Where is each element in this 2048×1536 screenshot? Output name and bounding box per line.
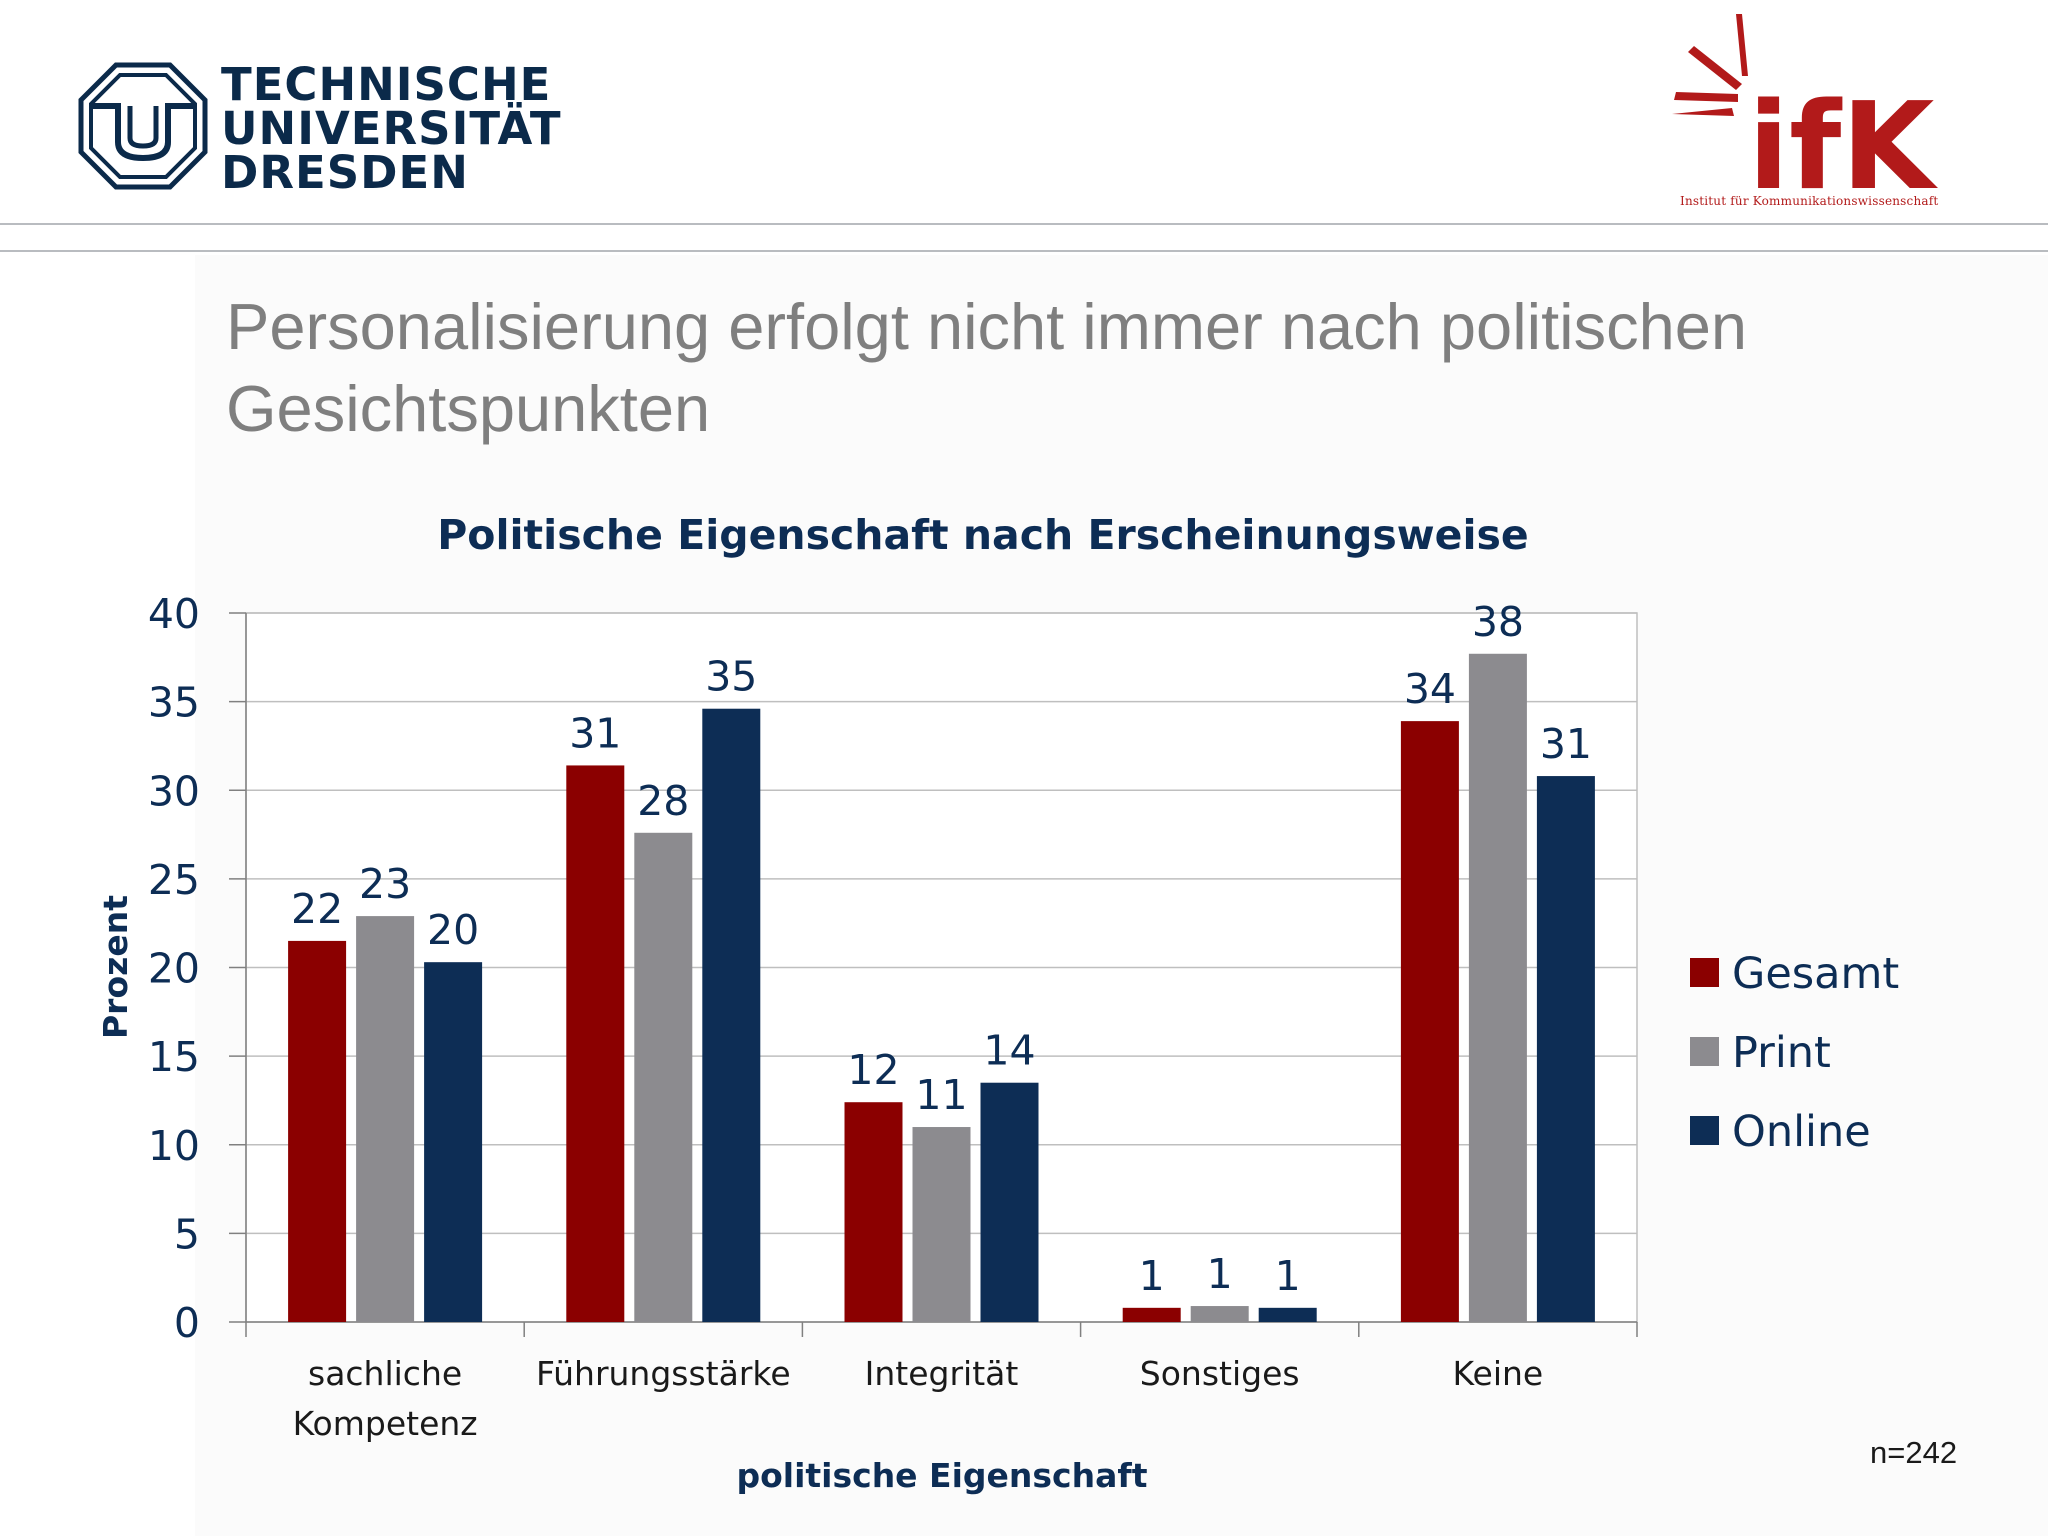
tu-logo-line-3: DRESDEN [221, 146, 469, 199]
bar-gesamt [288, 940, 347, 1322]
slide-title: Personalisierung erfolgt nicht immer nac… [226, 286, 1986, 450]
chart-title: Politische Eigenschaft nach Erscheinungs… [437, 511, 1529, 559]
tu-logo-icon [78, 62, 208, 190]
slide-title-line-1: Personalisierung erfolgt nicht immer nac… [226, 290, 1748, 363]
bar-gesamt [1122, 1307, 1181, 1322]
bar-online [424, 962, 483, 1322]
data-label: 31 [1540, 720, 1592, 768]
slide-title-line-2: Gesichtspunkten [226, 372, 711, 445]
legend-swatch-gesamt [1690, 958, 1719, 987]
data-label: 11 [915, 1071, 967, 1119]
tu-dresden-logo: TECHNISCHE UNIVERSITÄT DRESDEN [78, 62, 578, 202]
data-label: 38 [1472, 598, 1524, 646]
x-tick-label: Sonstiges [1140, 1354, 1300, 1393]
data-label: 1 [1139, 1252, 1165, 1300]
bar-online [1258, 1307, 1317, 1322]
ifk-logo-text: ifK [1748, 78, 1938, 194]
bar-online [1536, 776, 1595, 1322]
data-label: 23 [359, 860, 411, 908]
bar-gesamt [844, 1102, 903, 1322]
tu-logo-line-1: TECHNISCHE [221, 58, 552, 111]
x-axis-title: politische Eigenschaft [736, 1456, 1147, 1495]
legend-label-online: Online [1732, 1107, 1871, 1157]
y-tick-label: 20 [148, 945, 200, 993]
legend-swatch-online [1690, 1116, 1719, 1145]
y-tick-label: 30 [148, 767, 200, 815]
legend-label-print: Print [1732, 1028, 1831, 1078]
data-label: 1 [1275, 1252, 1301, 1300]
bar-gesamt [1400, 721, 1459, 1322]
data-label: 35 [705, 653, 757, 701]
x-tick-label: Kompetenz [293, 1404, 478, 1443]
header-rule-secondary [0, 250, 2048, 252]
y-tick-label: 35 [148, 679, 200, 727]
x-tick-label: Keine [1453, 1354, 1544, 1393]
ifk-subtitle: Institut für Kommunikationswissenschaft [1680, 194, 1939, 208]
data-label: 31 [569, 709, 621, 757]
sample-size-note: n=242 [1870, 1435, 1958, 1470]
y-tick-label: 25 [148, 856, 200, 904]
header-rule [0, 223, 2048, 225]
y-tick-label: 40 [148, 590, 200, 638]
bar-print [912, 1127, 971, 1322]
x-tick-label: Führungsstärke [536, 1354, 791, 1393]
y-tick-label: 5 [174, 1210, 200, 1258]
data-label: 20 [427, 906, 479, 954]
legend-swatch-print [1690, 1037, 1719, 1066]
bar-print [634, 832, 693, 1322]
data-label: 28 [637, 777, 689, 825]
y-axis-title: Prozent [96, 895, 135, 1039]
y-tick-label: 0 [174, 1299, 200, 1347]
bar-online [980, 1082, 1039, 1322]
data-label: 34 [1404, 665, 1456, 713]
legend-label-gesamt: Gesamt [1732, 949, 1899, 999]
bar-print [1468, 653, 1527, 1322]
bar-print [356, 916, 415, 1322]
slide-header: TECHNISCHE UNIVERSITÄT DRESDEN ifK Insti… [0, 0, 2048, 224]
y-tick-label: 15 [148, 1033, 200, 1081]
data-label: 1 [1207, 1250, 1233, 1298]
ifk-logo: ifK Institut für Kommunikationswissensch… [1668, 14, 1968, 217]
tu-logo-text: TECHNISCHE UNIVERSITÄT DRESDEN [221, 58, 562, 199]
bar-online [702, 708, 761, 1322]
bar-print [1190, 1306, 1249, 1322]
bar-gesamt [566, 765, 625, 1322]
data-label: 14 [983, 1027, 1035, 1075]
data-label: 22 [291, 885, 343, 933]
y-tick-label: 10 [148, 1122, 200, 1170]
x-tick-label: sachliche [308, 1354, 462, 1393]
tu-logo-line-2: UNIVERSITÄT [221, 102, 562, 155]
x-tick-label: Integrität [865, 1354, 1019, 1393]
data-label: 12 [847, 1046, 899, 1094]
ifk-logo-mark: ifK [1672, 14, 1938, 217]
